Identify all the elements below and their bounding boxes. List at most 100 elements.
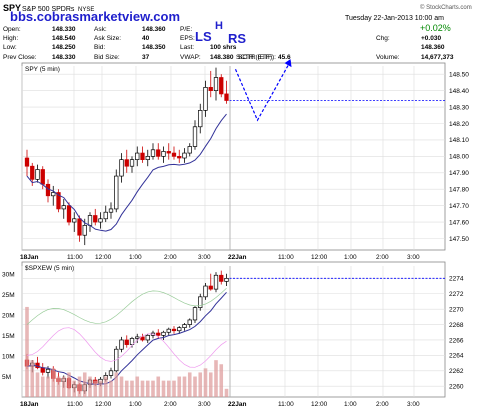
price-panel-title: SPY (5 min) [25, 66, 60, 73]
price-candle-body [24, 157, 30, 167]
spxew-y-tick-label: 2262 [449, 368, 464, 375]
field-label: High: [3, 35, 18, 42]
price-x-tick-label: 11:00 [67, 254, 83, 261]
price-candle-body [224, 93, 229, 101]
volume-bar [214, 360, 218, 397]
volume-bar [30, 360, 35, 397]
volume-bar [140, 380, 145, 397]
pattern-label-rs: RS [228, 31, 246, 46]
field-value: 148.330 [52, 54, 76, 61]
price-panel: SPY (5 min) 148.50148.40148.30148.20148.… [20, 59, 469, 261]
field-label: SCTR (ETF): [238, 54, 276, 61]
price-candle-body [135, 152, 140, 160]
price-candle-body [40, 169, 45, 185]
spxew-moving-average [26, 291, 227, 385]
spxew-candle-body [108, 370, 114, 376]
volume-bar [177, 376, 182, 397]
spxew-candle-body [45, 368, 51, 373]
price-candle-body [161, 151, 166, 157]
pattern-label-h: H [215, 20, 223, 32]
field-label: Volume: [376, 54, 400, 61]
spxew-x-tick-label: 3:00 [198, 401, 211, 406]
volume-tick-label: 30M [2, 271, 15, 278]
volume-tick-label: 25M [2, 292, 15, 299]
spxew-x-tick-label: 1:00 [344, 401, 357, 406]
volume-bar [25, 306, 29, 397]
price-y-tick-label: 147.70 [449, 203, 469, 210]
price-x-tick-label: 1:00 [129, 254, 142, 261]
spxew-candle-body [219, 274, 224, 282]
volume-bar [135, 376, 140, 397]
spxew-y-tick-label: 2270 [449, 306, 464, 313]
price-x-tick-label: 1:00 [344, 254, 357, 261]
volume-bar [161, 380, 166, 397]
spxew-candle-body [187, 319, 192, 325]
price-candle-body [35, 169, 40, 180]
price-moving-average [26, 113, 227, 232]
volume-bar [72, 380, 77, 397]
spxew-x-tick-label: 22Jan [228, 401, 246, 406]
price-candle-body [98, 218, 103, 223]
price-candle-body [182, 152, 187, 159]
volume-bar [46, 376, 50, 397]
volume-bar [145, 380, 150, 397]
volume-bar [103, 376, 108, 397]
volume-bar [77, 376, 82, 397]
spxew-y-tick-label: 2264 [449, 353, 464, 360]
volume-bar [114, 372, 119, 397]
field-value: 148.380 [210, 54, 234, 61]
volume-bar [124, 380, 129, 397]
price-candle-body [156, 149, 161, 157]
spxew-candle-body [213, 274, 219, 290]
field-label: Chg: [376, 35, 390, 42]
spxew-candle-body [156, 332, 161, 336]
spxew-x-tick-label: 2:00 [164, 401, 177, 406]
quote-fields: Open: 148.330 High: 148.540 Low: 148.250 Prev … [3, 26, 454, 61]
field-label: Bid Size: [94, 54, 120, 61]
price-x-tick-label: 11:00 [278, 254, 294, 261]
volume-bar [219, 364, 224, 397]
price-x-tick-label: 3:00 [198, 254, 211, 261]
field-value: 148.540 [52, 35, 76, 42]
volume-bar [93, 380, 98, 397]
price-candle-body [45, 183, 51, 197]
spxew-candle-body [135, 336, 140, 339]
spxew-y-tick-label: 2274 [449, 276, 464, 283]
price-y-tick-label: 148.20 [449, 121, 469, 128]
price-x-tick-label: 18Jan [20, 254, 38, 261]
price-candle-body [66, 205, 72, 223]
exchange-label: NYSE [78, 7, 94, 13]
field-label: Prev Close: [3, 54, 37, 61]
spxew-x-tick-label: 12:00 [311, 401, 328, 406]
volume-bar [61, 376, 66, 397]
volume-bar [51, 368, 56, 397]
volume-tick-label: 20M [2, 312, 15, 319]
copyright: © StockCharts.com [420, 4, 472, 11]
price-candle-body [203, 87, 208, 111]
watermark: bbs.cobrasmarketview.com [10, 9, 180, 24]
price-candle-body [108, 208, 114, 213]
spxew-plot: 2274 2272 2270 2268 2266 2264 2262 2260 18Jan 11:… [2, 266, 464, 406]
field-label: Ask Size: [94, 35, 121, 42]
pattern-label-ls: LS [195, 29, 212, 44]
spxew-x-tick-label: 11:00 [67, 401, 83, 406]
price-candle-body [219, 77, 224, 95]
spxew-x-tick-label: 12:00 [95, 401, 112, 406]
pink-indicator-line [26, 327, 227, 368]
field-label: Open: [3, 26, 21, 33]
spxew-candle-body [171, 328, 177, 332]
spxew-candle-body [124, 339, 129, 345]
volume-bar [35, 372, 40, 397]
price-candle-body [103, 211, 108, 220]
field-label: Ask: [94, 26, 107, 33]
price-y-tick-label: 148.40 [449, 88, 469, 95]
volume-tick-label: 5M [2, 374, 11, 381]
price-y-tick-label: 148.10 [449, 137, 469, 144]
field-value: 148.360 [142, 26, 166, 33]
field-label: Bid: [94, 44, 105, 51]
volume-bar [88, 376, 92, 397]
volume-bar [151, 380, 155, 397]
price-candle-body [124, 159, 129, 167]
spxew-candle-body [161, 331, 166, 336]
price-candle-body [87, 215, 93, 226]
